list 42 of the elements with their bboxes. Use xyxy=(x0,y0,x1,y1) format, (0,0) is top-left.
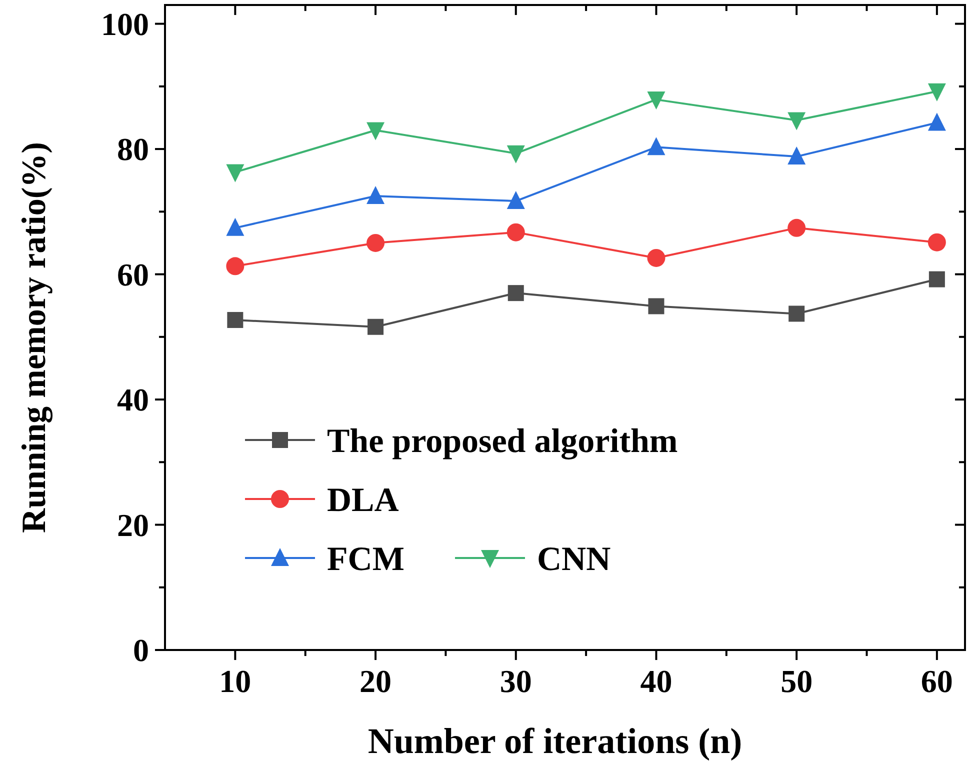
x-tick-label: 40 xyxy=(640,663,672,699)
point xyxy=(506,191,525,210)
x-axis-title: Number of iterations (n) xyxy=(368,721,742,761)
point xyxy=(506,145,525,164)
point xyxy=(788,112,806,130)
y-axis-title: Running memory ratio(%) xyxy=(16,142,53,533)
x-tick-label: 10 xyxy=(219,663,252,699)
point xyxy=(788,146,806,165)
x-tick-label: 20 xyxy=(360,663,392,699)
point xyxy=(366,234,385,252)
point xyxy=(788,218,806,237)
y-tick-label: 100 xyxy=(101,6,149,42)
point xyxy=(928,112,946,131)
point xyxy=(647,92,666,110)
point xyxy=(226,218,244,236)
point xyxy=(648,298,664,314)
point xyxy=(508,285,524,302)
point xyxy=(647,248,666,267)
point xyxy=(226,257,244,276)
x-tick-label: 30 xyxy=(500,663,532,699)
y-tick-label: 40 xyxy=(117,382,149,418)
x-tick-label: 60 xyxy=(920,663,953,699)
point xyxy=(928,271,945,288)
point xyxy=(506,223,525,242)
legend-label: The proposed algorithm xyxy=(327,422,678,460)
point xyxy=(928,233,946,252)
legend-label: DLA xyxy=(327,482,400,519)
point xyxy=(928,83,946,102)
legend-label: FCM xyxy=(327,540,404,578)
x-tick-label: 50 xyxy=(780,663,813,699)
legend-label: CNN xyxy=(537,540,612,578)
point xyxy=(227,312,244,328)
point xyxy=(226,164,244,182)
point xyxy=(366,122,385,140)
y-tick-label: 20 xyxy=(117,506,149,543)
y-tick-label: 80 xyxy=(117,131,149,168)
point xyxy=(647,137,666,156)
y-tick-label: 60 xyxy=(117,256,149,292)
point xyxy=(366,186,385,204)
point xyxy=(368,318,384,335)
point xyxy=(788,306,805,322)
y-tick-label: 0 xyxy=(133,632,149,668)
